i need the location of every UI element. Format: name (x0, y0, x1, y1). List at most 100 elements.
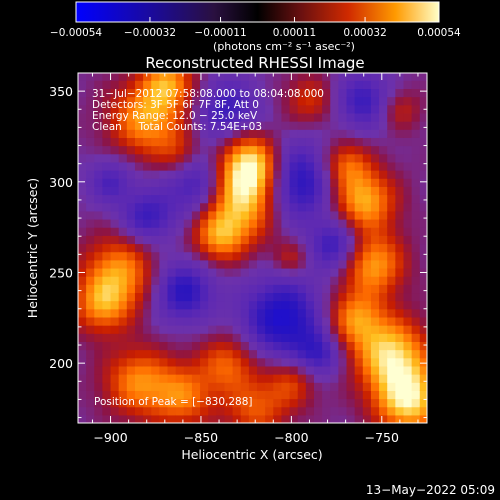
heatmap-cell (216, 96, 226, 106)
heatmap-cell (313, 267, 323, 277)
footer-date: 13−May−2022 05:09 (366, 483, 495, 497)
heatmap-cell (143, 170, 152, 179)
heatmap-cell (232, 227, 242, 236)
heatmap-cell (200, 341, 209, 351)
heatmap-cell (183, 308, 193, 318)
heatmap-cell (248, 259, 258, 269)
heatmap-cell (419, 129, 427, 138)
heatmap-cell (216, 284, 226, 294)
heatmap-cell (354, 251, 364, 261)
heatmap-cell (354, 186, 364, 196)
x-tick-label: −800 (274, 430, 308, 445)
heatmap-cell (346, 137, 356, 147)
heatmap-cell (297, 349, 307, 359)
heatmap-cell (379, 251, 388, 261)
heatmap-cell (110, 267, 120, 277)
heatmap-cell (395, 96, 405, 106)
heatmap-cell (151, 284, 160, 294)
heatmap-cell (354, 145, 364, 155)
heatmap-cell (370, 333, 380, 342)
heatmap-cell (159, 235, 169, 245)
annotation-total-counts: Clean Total Counts: 7.54E+03 (92, 121, 262, 133)
heatmap-cell (102, 357, 112, 367)
heatmap-cell (110, 308, 120, 318)
heatmap-cell (273, 259, 283, 269)
heatmap-cell (126, 292, 136, 302)
heatmap-cell (175, 243, 185, 253)
heatmap-cell (232, 153, 242, 163)
heatmap-cell (134, 194, 144, 204)
heatmap-cell (216, 112, 226, 122)
heatmap-cell (224, 218, 234, 228)
heatmap-cell (330, 96, 339, 106)
heatmap-cell (265, 316, 274, 326)
heatmap-cell (257, 382, 266, 391)
y-tick-label: 200 (49, 356, 73, 371)
heatmap-cell (354, 153, 364, 163)
heatmap-cell (118, 349, 128, 359)
heatmap-cell (159, 112, 169, 122)
heatmap-cell (94, 178, 104, 187)
heatmap-cell (159, 341, 169, 351)
heatmap-cell (167, 243, 177, 253)
heatmap-cell (167, 341, 177, 351)
heatmap-cell (86, 276, 95, 285)
heatmap-cell (322, 235, 331, 245)
heatmap-cell (273, 243, 283, 253)
heatmap-cell (257, 316, 266, 326)
heatmap-cell (322, 284, 331, 294)
heatmap-cell (143, 161, 152, 171)
heatmap-cell (216, 398, 226, 408)
heatmap-cell (297, 210, 307, 220)
heatmap-cell (208, 357, 217, 367)
heatmap-cell (110, 129, 120, 138)
heatmap-cell (370, 202, 380, 212)
heatmap-cell (151, 325, 160, 334)
heatmap-cell (395, 292, 405, 302)
heatmap-cell (354, 267, 364, 277)
heatmap-cell (200, 129, 209, 138)
heatmap-cell (248, 349, 258, 359)
heatmap-cell (265, 284, 274, 294)
heatmap-cell (265, 210, 274, 220)
heatmap-cell (281, 276, 291, 285)
heatmap-cell (330, 259, 339, 269)
heatmap-cell (362, 382, 372, 391)
heatmap-cell (403, 365, 413, 375)
heatmap-cell (419, 365, 427, 375)
heatmap-cell (257, 170, 266, 179)
heatmap-cell (167, 112, 177, 122)
heatmap-cell (322, 414, 331, 423)
heatmap-cell (419, 80, 427, 90)
heatmap-cell (419, 145, 427, 155)
heatmap-cell (224, 96, 234, 106)
heatmap-cell (387, 96, 396, 106)
heatmap-cell (387, 235, 396, 245)
heatmap-cell (143, 235, 152, 245)
heatmap-cell (94, 153, 104, 163)
heatmap-cell (273, 325, 283, 334)
heatmap-cell (265, 341, 274, 351)
x-tick-label: −750 (365, 430, 399, 445)
heatmap-cell (224, 365, 234, 375)
heatmap-cell (273, 129, 283, 138)
heatmap-cell (102, 414, 112, 423)
heatmap-cell (167, 398, 177, 408)
heatmap-cell (395, 153, 405, 163)
heatmap-cell (395, 300, 405, 310)
heatmap-cell (370, 210, 380, 220)
heatmap-cell (257, 374, 266, 383)
heatmap-cell (110, 374, 120, 383)
heatmap-cell (175, 316, 185, 326)
heatmap-cell (297, 104, 307, 114)
heatmap-cell (346, 284, 356, 294)
heatmap-cell (281, 308, 291, 318)
heatmap-cell (224, 88, 234, 98)
annotation-detectors: Detectors: 3F 5F 6F 7F 8F, Att 0 (92, 99, 259, 111)
heatmap-cell (265, 73, 274, 81)
heatmap-cell (379, 96, 388, 106)
heatmap-cell (134, 382, 144, 391)
heatmap-cell (248, 96, 258, 106)
heatmap-cell (86, 365, 95, 375)
heatmap-cell (419, 292, 427, 302)
